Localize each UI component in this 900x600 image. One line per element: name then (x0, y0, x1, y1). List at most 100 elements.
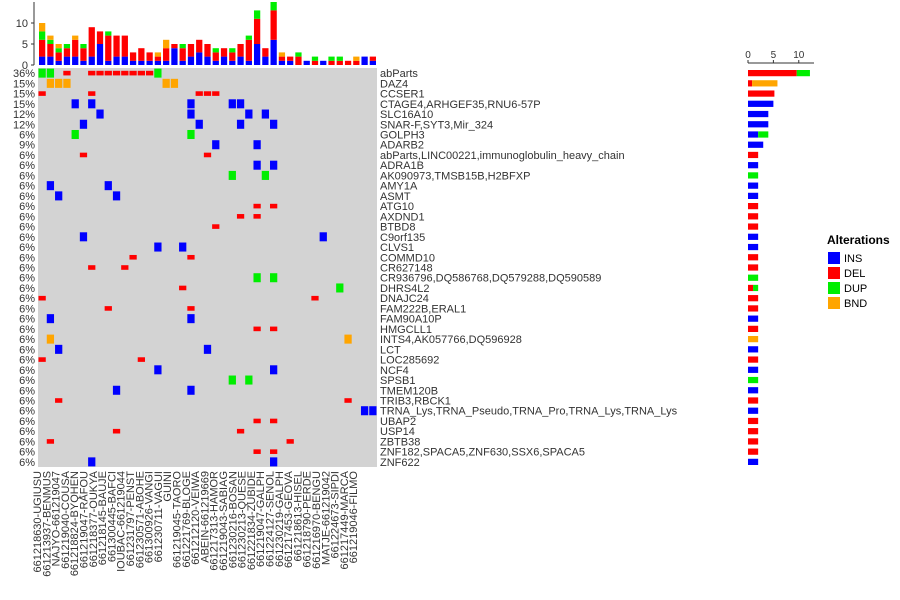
legend-label: DUP (844, 283, 867, 295)
sample-label: 661212120-VEIWA (190, 470, 202, 564)
alteration-cell-ins (79, 119, 88, 129)
alteration-cell-del (88, 70, 96, 76)
gene-label: CR627148 (380, 263, 433, 275)
alteration-cell-ins (253, 140, 261, 150)
top-bar-segment-dup (245, 35, 252, 40)
top-bar-segment-dup (311, 56, 319, 61)
top-bar-segment-ins (204, 56, 211, 65)
right-bar-segment-bnd (752, 80, 778, 87)
right-bar-segment-ins (748, 110, 769, 118)
top-bar-segment-del (105, 35, 112, 61)
top-bar-segment-dup (212, 48, 219, 53)
top-bar-segment-dup (295, 52, 302, 57)
gene-label: TRIB3,RBCK1 (380, 396, 451, 408)
alteration-cell-ins (369, 406, 377, 416)
gene-label: ZNF182,SPACA5,ZNF630,SSX6,SPACA5 (380, 447, 585, 459)
alteration-cell-ins (212, 140, 220, 150)
gene-label: SNAR-F,SYT3,Mir_324 (380, 119, 493, 131)
top-bar-segment-del (204, 44, 211, 57)
row-percent-label: 6% (19, 130, 35, 142)
sample-label: 661230216-BOSAN (227, 471, 239, 568)
alteration-cell-del (104, 70, 112, 76)
legend-swatch-dup (828, 282, 840, 294)
gene-label: AMY1A (380, 181, 418, 193)
alteration-cell-ins (88, 99, 96, 109)
gene-label: ZNF622 (380, 457, 420, 469)
alteration-cell-ins (187, 99, 195, 109)
gene-label: TRNA_Lys,TRNA_Pseudo,TRNA_Pro,TRNA_Lys,T… (380, 406, 678, 418)
top-bar-segment-del (344, 60, 352, 65)
alteration-cell-del (286, 439, 294, 444)
top-bar-segment-ins (80, 60, 87, 65)
alteration-cell-ins (245, 109, 253, 119)
top-bar-segment-ins (196, 52, 203, 65)
alteration-cell-del (236, 428, 245, 434)
row-percent-label: 6% (19, 303, 35, 315)
alteration-cell-del (88, 265, 96, 270)
top-bar-segment-bnd (163, 39, 170, 49)
alteration-cell-del (253, 418, 261, 424)
top-bar-segment-ins (39, 56, 46, 65)
top-bar-segment-del (179, 48, 186, 61)
gene-label: INTS4,AK057766,DQ596928 (380, 334, 522, 346)
gene-label: AXDND1 (380, 211, 425, 223)
gene-label: NCF4 (380, 365, 409, 377)
alteration-cell-ins (187, 314, 195, 324)
alteration-cell-del (195, 91, 203, 96)
top-bar-segment-del (196, 39, 203, 53)
alteration-cell-ins (253, 160, 261, 170)
sample-label: 661231797-PENST (125, 471, 137, 567)
row-percent-label: 36% (13, 68, 35, 80)
top-bar-segment-ins (105, 60, 112, 65)
right-bar-segment-del (748, 254, 759, 261)
gene-label: BTBD8 (380, 222, 415, 234)
sample-label: NAJYO-661219047 (51, 471, 63, 566)
top-bar-segment-del (253, 18, 261, 44)
alteration-cell-dup (46, 68, 55, 78)
sample-label: 661230711-VAGUI (153, 471, 165, 562)
alteration-cell-dup (154, 68, 162, 78)
right-bar-segment-bnd (748, 336, 759, 343)
top-bar-segment-bnd (39, 23, 46, 32)
top-bar-segment-del (336, 60, 343, 65)
top-bar-segment-dup (80, 44, 87, 49)
right-bar-segment-ins (748, 182, 759, 189)
alteration-cell-ins (112, 191, 121, 201)
gene-label: COMMD10 (380, 252, 435, 264)
row-percent-label: 6% (19, 201, 35, 213)
alteration-cell-ins (55, 191, 63, 201)
sample-label: 661224673-SIPDI (330, 471, 342, 558)
top-bar-segment-del (278, 56, 286, 61)
alteration-cell-del (270, 449, 278, 454)
gene-label: FAM90A10P (380, 314, 442, 326)
row-percent-label: 12% (13, 119, 35, 131)
right-bar-segment-ins (748, 366, 759, 373)
right-bar-segment-ins (748, 100, 774, 107)
gene-label: abParts (380, 68, 418, 80)
alteration-cell-dup (253, 273, 261, 283)
alteration-cell-del (121, 265, 129, 270)
row-percent-label: 15% (13, 78, 35, 90)
gene-label: FAM222B,ERAL1 (380, 303, 466, 315)
sample-label: 661217449-MARCA (339, 470, 351, 569)
top-bar-segment-ins (262, 56, 269, 65)
alteration-cell-dup (38, 68, 46, 78)
row-percent-label: 6% (19, 334, 35, 346)
legend-swatch-del (828, 267, 840, 279)
alteration-cell-del (203, 91, 212, 96)
alteration-cell-ins (187, 109, 195, 119)
alteration-cell-del (46, 439, 55, 444)
sample-label: GUINI (162, 471, 174, 502)
top-bar-segment-del (262, 48, 269, 57)
gene-label: ATG10 (380, 201, 414, 213)
top-bar-segment-ins (171, 48, 178, 65)
right-bar-segment-del (748, 203, 759, 210)
right-bar-segment-ins (748, 315, 759, 322)
right-bar-segment-del (748, 264, 759, 271)
right-bar-segment-del (748, 284, 754, 292)
right-bar-segment-ins (748, 121, 769, 128)
top-bar-segment-del (270, 10, 277, 40)
top-bar-segment-ins (287, 60, 294, 65)
right-bar-tick-label: 0 (745, 50, 751, 61)
top-bar-segment-del (229, 52, 236, 61)
